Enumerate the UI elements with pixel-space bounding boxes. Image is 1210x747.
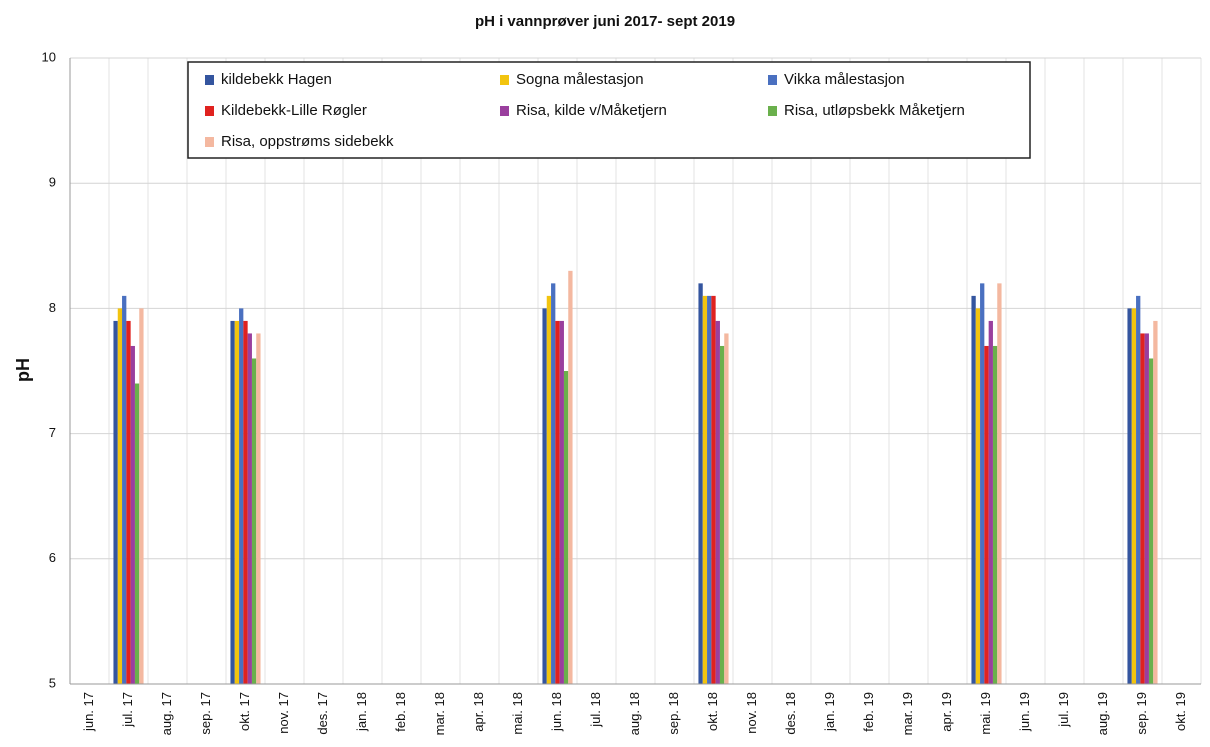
y-tick-label: 7 xyxy=(49,425,56,440)
bar xyxy=(975,308,981,684)
legend-label: Risa, kilde v/Måketjern xyxy=(516,102,667,119)
bar xyxy=(724,333,729,684)
x-tick-label: des. 17 xyxy=(315,692,330,735)
x-tick-label: apr. 19 xyxy=(939,692,954,732)
bar xyxy=(1127,308,1132,684)
bar xyxy=(698,283,703,684)
x-tick-label: nov. 18 xyxy=(744,692,759,734)
bar xyxy=(971,295,976,684)
x-tick-label: sep. 18 xyxy=(666,692,681,735)
x-tick-label: okt. 17 xyxy=(237,692,252,731)
bar xyxy=(117,308,123,684)
legend-label: Vikka målestasjon xyxy=(784,71,905,88)
legend-swatch xyxy=(205,106,214,116)
bar xyxy=(1144,333,1149,684)
bar xyxy=(130,345,135,684)
chart-title: pH i vannprøver juni 2017- sept 2019 xyxy=(475,13,735,30)
x-tick-label: jan. 18 xyxy=(354,692,369,732)
bar xyxy=(1136,295,1141,684)
bar xyxy=(1148,358,1154,684)
x-tick-label: sep. 19 xyxy=(1134,692,1149,735)
legend-box xyxy=(187,61,1031,159)
legend-swatch xyxy=(500,106,509,116)
x-tick-label: jun. 19 xyxy=(1017,692,1032,732)
x-tick-label: jul. 17 xyxy=(120,692,135,728)
x-tick-label: okt. 19 xyxy=(1173,692,1188,731)
y-tick-label: 6 xyxy=(49,550,56,565)
bar xyxy=(702,295,708,684)
x-tick-label: okt. 18 xyxy=(705,692,720,731)
bar xyxy=(113,320,118,684)
legend-label: kildebekk Hagen xyxy=(221,71,332,88)
legend-label: Sogna målestasjon xyxy=(516,71,644,88)
bar xyxy=(563,371,569,684)
x-tick-label: mar. 19 xyxy=(900,692,915,735)
bar xyxy=(542,308,547,684)
y-tick-label: 10 xyxy=(42,49,56,64)
x-tick-label: mar. 18 xyxy=(432,692,447,735)
legend-swatch xyxy=(500,75,509,85)
bar xyxy=(559,320,564,684)
bar xyxy=(256,333,261,684)
x-tick-label: nov. 17 xyxy=(276,692,291,734)
bar xyxy=(230,320,235,684)
legend-label: Risa, oppstrøms sidebekk xyxy=(221,133,394,150)
bar xyxy=(134,383,140,684)
y-axis-label: pH xyxy=(13,358,33,382)
x-tick-label: jun. 17 xyxy=(81,692,96,732)
bar xyxy=(988,320,993,684)
x-tick-label: feb. 18 xyxy=(393,692,408,732)
bar xyxy=(1131,308,1137,684)
bar xyxy=(243,320,248,684)
bar xyxy=(234,320,240,684)
legend-label: Kildebekk-Lille Røgler xyxy=(221,102,367,119)
bar xyxy=(251,358,257,684)
legend-swatch xyxy=(205,75,214,85)
bar xyxy=(122,295,127,684)
x-tick-label: des. 18 xyxy=(783,692,798,735)
x-tick-label: aug. 18 xyxy=(627,692,642,735)
x-tick-label: feb. 19 xyxy=(861,692,876,732)
bar xyxy=(568,270,573,684)
x-tick-label: aug. 17 xyxy=(159,692,174,735)
bar xyxy=(139,308,144,684)
bar xyxy=(239,308,244,684)
bar xyxy=(555,320,560,684)
bar xyxy=(126,320,131,684)
bar xyxy=(997,283,1002,684)
y-tick-label: 5 xyxy=(49,675,56,690)
bar xyxy=(551,283,556,684)
bar xyxy=(984,345,989,684)
bar xyxy=(980,283,985,684)
x-tick-label: jul. 19 xyxy=(1056,692,1071,728)
x-tick-label: mai. 19 xyxy=(978,692,993,735)
bar xyxy=(247,333,252,684)
legend-label: Risa, utløpsbekk Måketjern xyxy=(784,102,965,119)
y-tick-label: 8 xyxy=(49,300,56,315)
bar xyxy=(1153,320,1158,684)
x-tick-label: sep. 17 xyxy=(198,692,213,735)
x-tick-label: aug. 19 xyxy=(1095,692,1110,735)
bar xyxy=(1140,333,1145,684)
legend-swatch xyxy=(768,106,777,116)
bar xyxy=(546,295,552,684)
x-tick-label: jul. 18 xyxy=(588,692,603,728)
bar xyxy=(711,295,716,684)
x-tick-label: apr. 18 xyxy=(471,692,486,732)
bar xyxy=(719,345,725,684)
legend-swatch xyxy=(205,137,214,147)
x-tick-label: jan. 19 xyxy=(822,692,837,732)
bar xyxy=(715,320,720,684)
bar xyxy=(707,295,712,684)
y-tick-label: 9 xyxy=(49,175,56,190)
x-tick-label: mai. 18 xyxy=(510,692,525,735)
bar xyxy=(992,345,998,684)
legend-swatch xyxy=(768,75,777,85)
x-tick-label: jun. 18 xyxy=(549,692,564,732)
